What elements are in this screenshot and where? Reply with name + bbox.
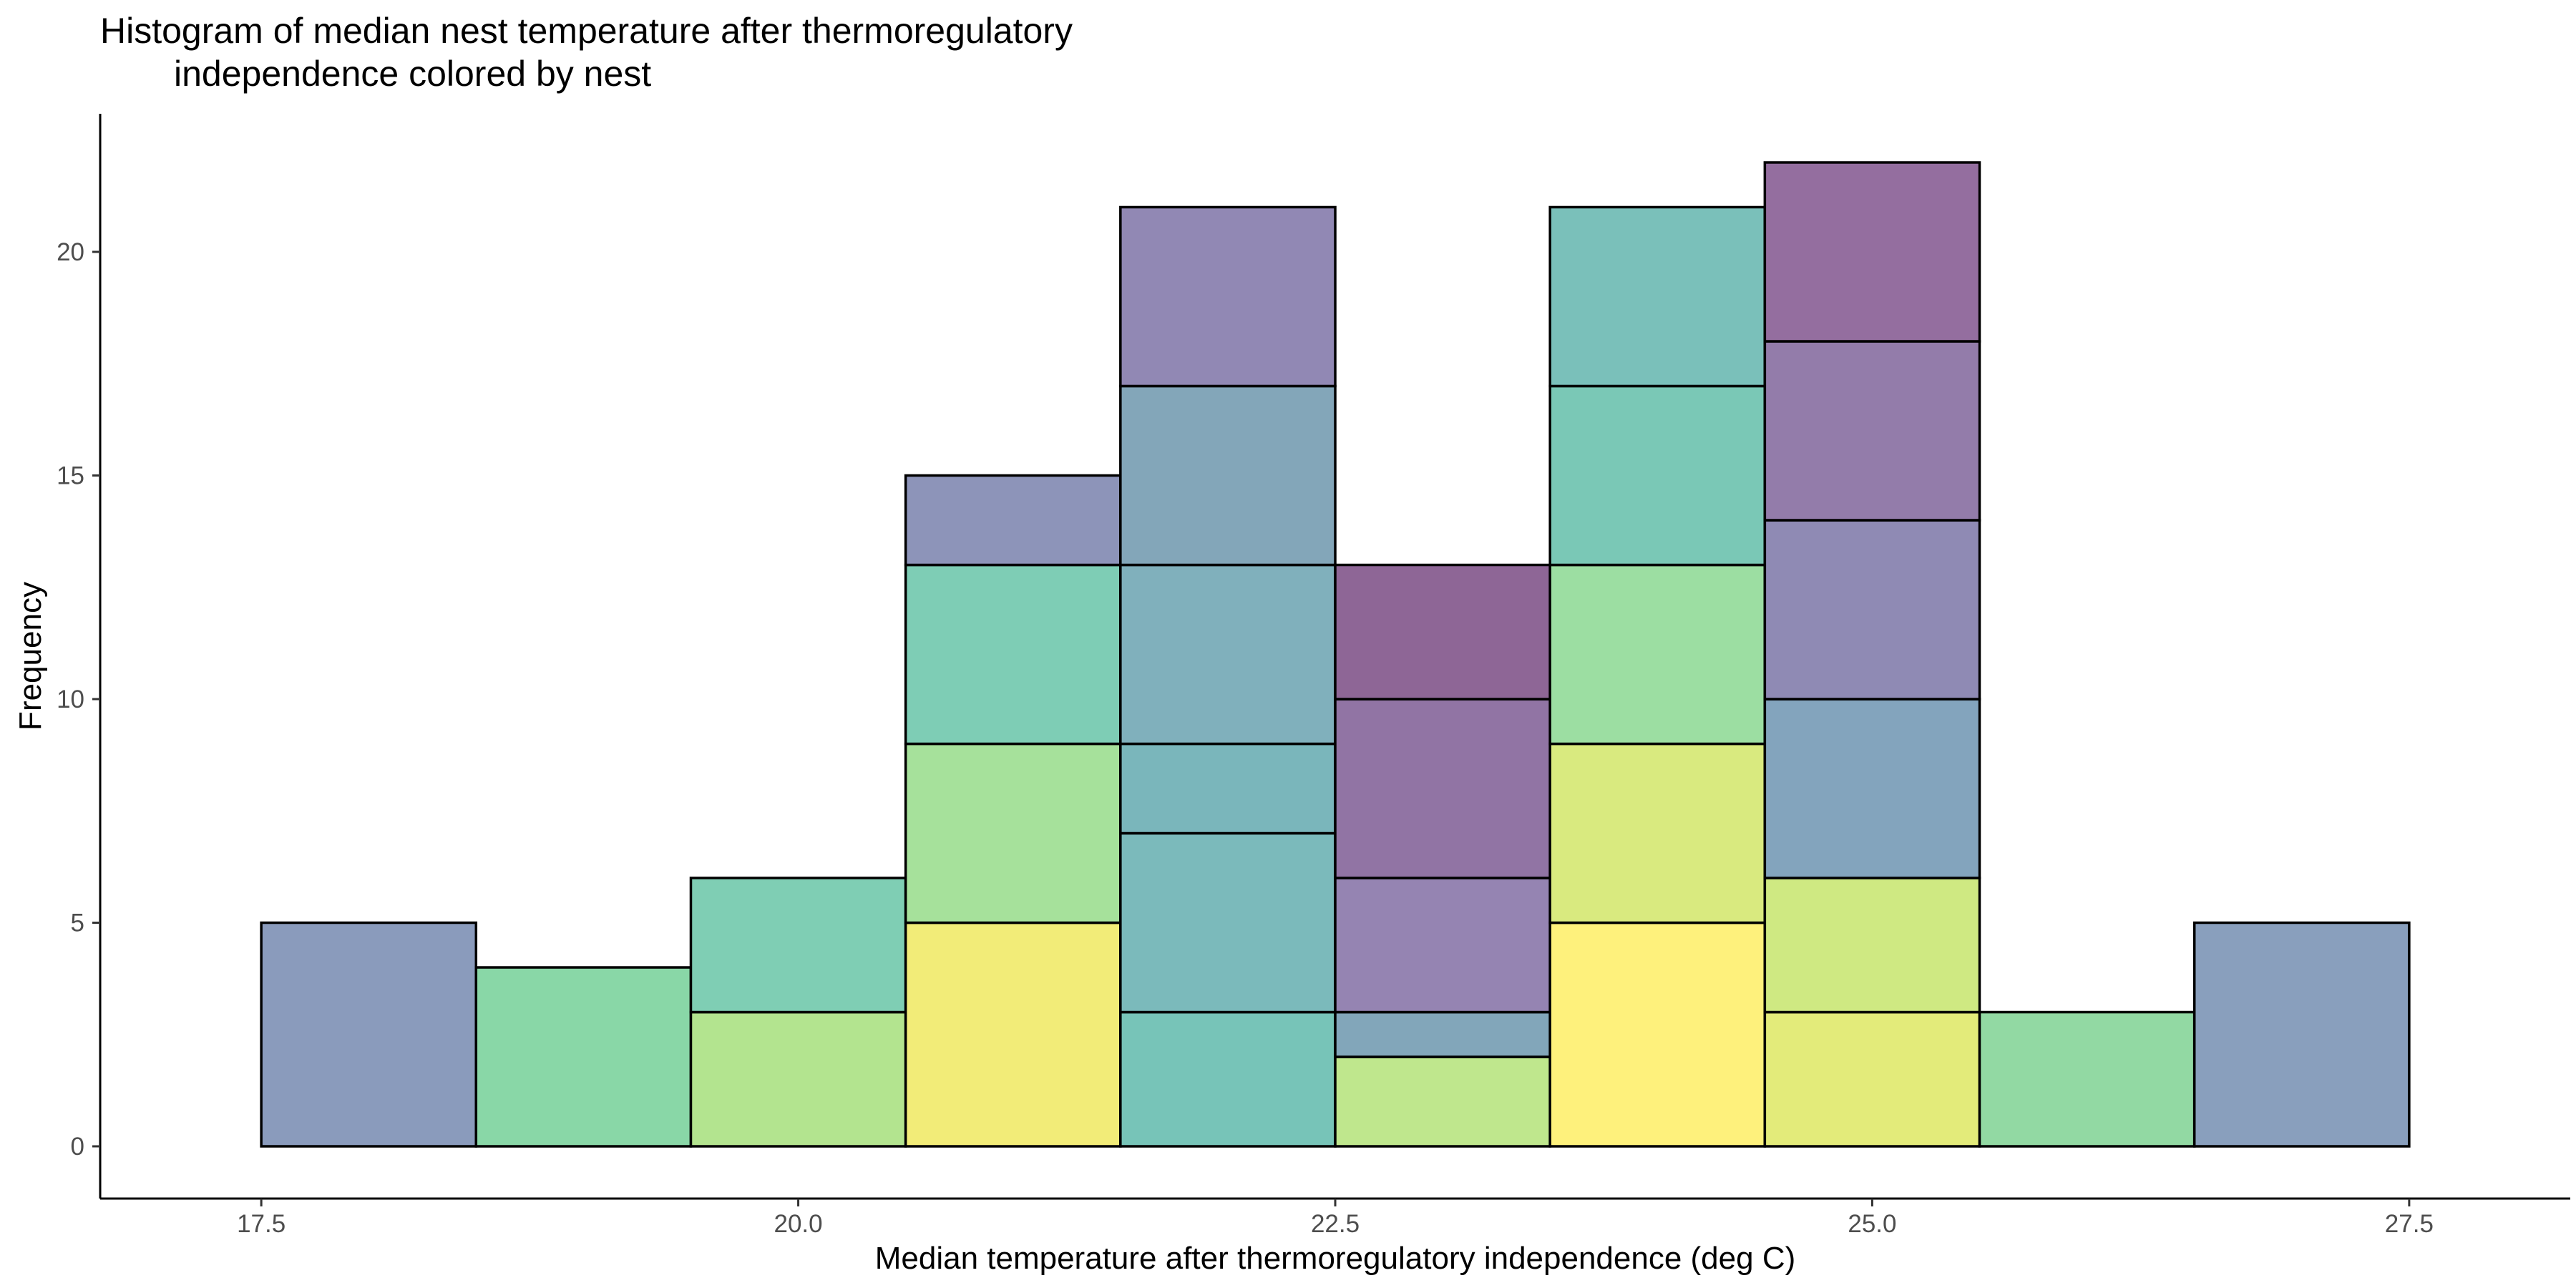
- title-line-1: Histogram of median nest temperature aft…: [100, 11, 1073, 51]
- x-tick-label: 22.5: [1311, 1210, 1360, 1238]
- x-axis-ticks: 17.5 20.0 22.5 25.0 27.5: [237, 1199, 2434, 1238]
- bar-bin-7-segment-4: [1548, 384, 1767, 567]
- bar-bin-8-segment-4: [1763, 519, 1981, 701]
- y-tick-label: 20: [57, 238, 84, 266]
- chart-title: Histogram of median nest temperature aft…: [100, 11, 1073, 94]
- bar-bin-7-segment-1: [1548, 921, 1767, 1148]
- bar-bin-4-segment-4: [904, 474, 1122, 567]
- bar-bin-5-segment-5: [1119, 384, 1337, 567]
- x-tick-label: 27.5: [2385, 1210, 2434, 1238]
- y-tick-label: 15: [57, 462, 84, 490]
- x-axis-label: Median temperature after thermoregulator…: [875, 1241, 1796, 1276]
- y-tick-label: 5: [71, 909, 84, 937]
- title-line-2: independence colored by nest: [174, 54, 651, 94]
- bar-bin-3-segment-1: [689, 1010, 907, 1148]
- bar-bin-5-segment-2: [1119, 831, 1337, 1014]
- bar-bin-9-segment-1: [1978, 1010, 2196, 1148]
- bar-bin-6-segment-3: [1334, 877, 1551, 1014]
- x-tick-label: 20.0: [774, 1210, 823, 1238]
- bar-bin-5-segment-3: [1119, 742, 1337, 835]
- y-tick-label: 0: [71, 1133, 84, 1161]
- bar-bin-6-segment-1: [1334, 1055, 1551, 1148]
- bar-bin-4-segment-2: [904, 742, 1122, 924]
- bar-bin-2-segment-1: [474, 966, 693, 1148]
- y-axis-ticks: 0 5 10 15 20: [57, 238, 100, 1161]
- bar-bin-5-segment-6: [1119, 205, 1337, 388]
- bar-bin-6-segment-4: [1334, 698, 1551, 879]
- bar-bin-7-segment-3: [1548, 563, 1767, 746]
- bar-bin-7-segment-2: [1548, 742, 1767, 924]
- bar-bin-1-segment-1: [260, 921, 478, 1148]
- bar-bin-8-segment-3: [1763, 698, 1981, 879]
- bar-bin-8-segment-5: [1763, 340, 1981, 522]
- histogram-bars: [260, 161, 2411, 1148]
- x-tick-label: 25.0: [1848, 1210, 1896, 1238]
- bar-bin-6-segment-2: [1334, 1010, 1551, 1058]
- x-tick-label: 17.5: [237, 1210, 286, 1238]
- bar-bin-5-segment-1: [1119, 1010, 1337, 1148]
- bar-bin-3-segment-2: [689, 877, 907, 1014]
- bar-bin-6-segment-5: [1334, 563, 1551, 701]
- bar-bin-4-segment-3: [904, 563, 1122, 746]
- bar-bin-8-segment-2: [1763, 877, 1981, 1014]
- bar-bin-7-segment-5: [1548, 205, 1767, 388]
- bar-bin-5-segment-4: [1119, 563, 1337, 746]
- bar-bin-4-segment-1: [904, 921, 1122, 1148]
- bar-bin-10-segment-1: [2192, 921, 2411, 1148]
- bar-bin-8-segment-6: [1763, 161, 1981, 343]
- y-tick-label: 10: [57, 686, 84, 713]
- bar-bin-8-segment-1: [1763, 1010, 1981, 1148]
- y-axis-label: Frequency: [13, 582, 48, 731]
